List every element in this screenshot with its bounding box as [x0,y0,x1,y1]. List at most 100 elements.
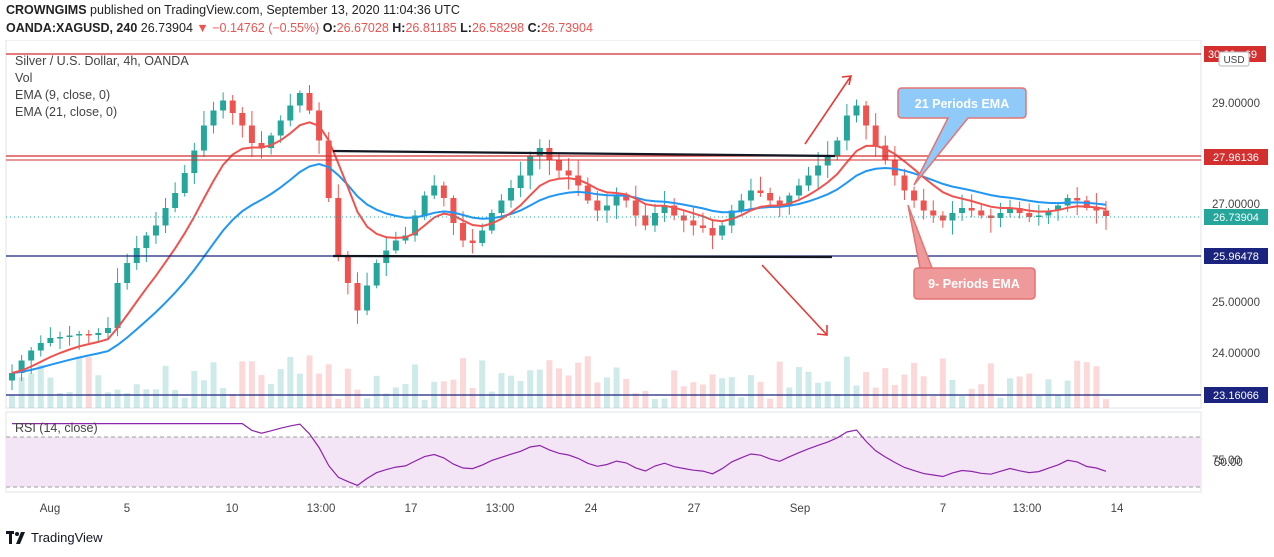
candle-body [47,338,54,343]
legend-rsi: RSI (14, close) [15,421,98,435]
upper-trendline[interactable] [332,149,836,158]
candle-body [661,205,668,213]
volume-bar [1055,395,1062,408]
volume-bar [392,387,399,408]
volume-bar [661,398,668,408]
volume-bar [229,394,236,408]
time-axis[interactable]: Aug 5 10 13:00 17 13:00 24 27 Sep 7 13:0… [40,503,1124,515]
volume-bar [239,361,246,408]
volume-bar [248,361,255,408]
candle-body [440,185,447,198]
time-tick: 24 [585,503,598,515]
volume-bar [738,397,745,408]
candle-body [1045,210,1052,216]
footer[interactable]: TradingView [6,530,103,545]
candle-body [939,215,946,221]
open-label: O: [322,21,337,35]
candle-body [1007,208,1014,213]
volume-bar [124,393,131,408]
candle-body [556,160,562,171]
candle-body [930,210,937,216]
rsi-tick-50: 50.00 [1214,457,1243,469]
volume-bar [191,370,198,408]
axis-tick-27: 27.00000 [1212,199,1260,211]
price-label-support-text: 25.96478 [1213,251,1259,263]
candle-body [344,255,351,283]
volume-bar [1074,360,1081,408]
volume-bar [306,355,313,408]
volume-bar [747,375,754,408]
candle-body [920,200,927,211]
price-axis[interactable]: 29.00000 27.00000 25.00000 24.00000 75.0… [1204,46,1268,469]
volume-bar [277,369,284,408]
volume-bar [786,387,793,408]
volume-bar [469,387,476,408]
price-label-lower-support [1204,387,1268,403]
price-change: ▼ −0.14762 (−0.55%) [196,21,320,35]
candle-body [268,135,275,148]
lower-trendline[interactable] [332,254,833,259]
volume-bar [66,392,73,408]
candle-body [229,100,236,113]
publish-info: CROWNGIMS published on TradingView.com, … [6,3,460,17]
volume-bar [680,386,687,408]
candle-body [1074,198,1081,201]
volume-bar [162,365,169,408]
volume-bar [421,399,428,408]
candle-body [767,193,774,201]
volume-bar [344,368,351,408]
candle-body [872,125,879,146]
volume-bar [354,389,361,408]
volume-bar [200,380,207,408]
candle-body [37,343,44,351]
candle-body [680,215,687,221]
volume-bar [623,378,630,408]
volume-bar [76,356,83,408]
volume-bar [584,356,591,408]
candle-body [795,185,802,196]
time-tick: 17 [405,503,418,515]
candle-body [66,335,73,337]
volume-bar [805,371,812,408]
volume-bar [181,397,188,408]
candle-body [287,105,294,121]
volume-bar [412,364,419,408]
candle-body [978,210,985,216]
volume-bar [651,399,658,408]
candle-body [392,240,399,251]
time-tick: Aug [40,503,60,515]
candle-body [421,195,428,216]
volume-bar [939,358,946,408]
candle-body [776,200,783,206]
candle-body [95,333,102,335]
price-label-lower-support-text: 23.16066 [1213,390,1259,402]
candle-body [517,175,524,188]
time-tick: 13:00 [307,503,336,515]
price-chart[interactable]: 21 Periods EMA 9- Periods EMA Silver / U… [0,40,1274,522]
volume-bar [508,375,515,408]
volume-bar [959,396,966,408]
volume-bar [863,372,870,408]
currency-badge[interactable] [1218,51,1250,67]
currency-label: USD [1223,55,1244,66]
volume-bar [296,373,303,408]
volume-bar [997,397,1004,408]
volume-bar [556,368,562,408]
candle-body [863,105,870,126]
volume-bar [968,388,975,408]
volume-bar [37,364,44,408]
candle-body [191,150,198,173]
candle-body [527,155,534,176]
volume-bar [930,396,937,408]
time-tick: 27 [688,503,701,515]
volume-bar [1016,376,1023,408]
candle-body [9,373,15,381]
volume-bar [1093,366,1100,408]
volume-bar [843,356,850,408]
time-tick: 14 [1111,503,1124,515]
legend-ema9: EMA (9, close, 0) [15,88,110,102]
candle-body [373,263,380,286]
volume-bar [527,370,534,408]
time-tick: 10 [226,503,239,515]
legend-ema21: EMA (21, close, 0) [15,105,117,119]
